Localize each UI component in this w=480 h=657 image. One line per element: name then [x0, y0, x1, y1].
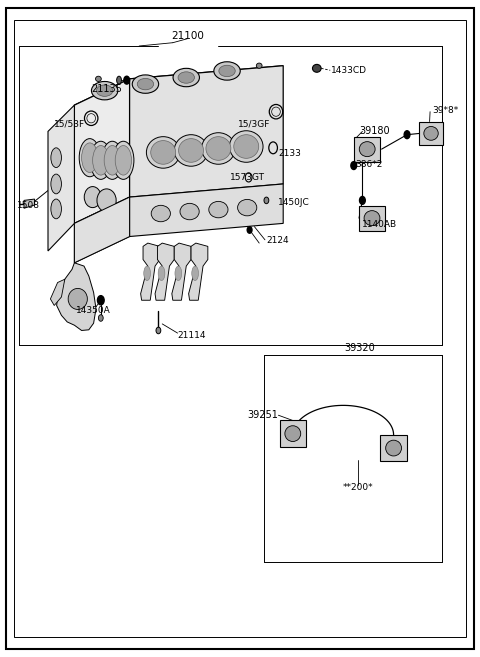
Polygon shape: [130, 66, 283, 197]
Text: 1508: 1508: [17, 201, 40, 210]
Ellipse shape: [264, 197, 269, 204]
Polygon shape: [130, 184, 283, 237]
Text: 39180: 39180: [359, 126, 390, 137]
Ellipse shape: [90, 141, 111, 179]
Ellipse shape: [219, 65, 235, 77]
Circle shape: [124, 76, 130, 84]
Ellipse shape: [93, 146, 109, 175]
Text: 15/3GF: 15/3GF: [238, 119, 271, 128]
Text: 21114: 21114: [178, 330, 206, 340]
Polygon shape: [57, 263, 96, 330]
Ellipse shape: [158, 266, 165, 281]
Text: 39251: 39251: [248, 410, 278, 420]
Ellipse shape: [98, 315, 103, 321]
Ellipse shape: [256, 63, 262, 68]
Ellipse shape: [312, 64, 321, 72]
Ellipse shape: [102, 141, 123, 179]
Ellipse shape: [364, 211, 380, 225]
Ellipse shape: [209, 201, 228, 217]
Ellipse shape: [97, 189, 116, 212]
Text: 2124: 2124: [266, 236, 289, 245]
Ellipse shape: [68, 288, 87, 309]
Ellipse shape: [144, 266, 151, 281]
Ellipse shape: [179, 139, 204, 162]
Polygon shape: [141, 243, 160, 300]
Ellipse shape: [96, 76, 101, 81]
Ellipse shape: [137, 78, 154, 90]
Ellipse shape: [192, 266, 199, 281]
Ellipse shape: [117, 76, 121, 84]
Polygon shape: [380, 435, 407, 461]
Ellipse shape: [173, 68, 200, 87]
Text: 21100: 21100: [171, 31, 204, 41]
Text: 39320: 39320: [345, 343, 375, 353]
Text: 2133: 2133: [278, 148, 301, 158]
Ellipse shape: [51, 174, 61, 194]
Text: 39*8*: 39*8*: [432, 106, 458, 115]
Ellipse shape: [113, 141, 134, 179]
Ellipse shape: [424, 126, 438, 141]
Polygon shape: [24, 199, 35, 208]
Text: 14350A: 14350A: [76, 306, 111, 315]
Text: 1573GT: 1573GT: [230, 173, 265, 182]
Polygon shape: [279, 420, 306, 447]
Ellipse shape: [229, 131, 263, 162]
Ellipse shape: [359, 142, 375, 156]
Polygon shape: [50, 279, 65, 306]
Ellipse shape: [51, 199, 61, 219]
Text: 1140AB: 1140AB: [361, 220, 397, 229]
Ellipse shape: [115, 146, 132, 175]
Ellipse shape: [175, 266, 181, 281]
Ellipse shape: [96, 85, 113, 97]
Ellipse shape: [214, 62, 240, 80]
Polygon shape: [419, 122, 443, 145]
Text: 1450JC: 1450JC: [278, 198, 310, 207]
Ellipse shape: [151, 205, 170, 222]
Ellipse shape: [84, 187, 101, 208]
Polygon shape: [189, 243, 208, 300]
Ellipse shape: [156, 327, 161, 334]
Circle shape: [360, 196, 365, 204]
Polygon shape: [172, 243, 191, 300]
Polygon shape: [74, 197, 130, 263]
Polygon shape: [354, 137, 380, 162]
Ellipse shape: [51, 148, 61, 168]
Circle shape: [351, 162, 357, 170]
Ellipse shape: [238, 200, 257, 215]
Ellipse shape: [91, 81, 118, 100]
Ellipse shape: [82, 143, 98, 173]
Polygon shape: [74, 197, 130, 263]
Ellipse shape: [180, 204, 199, 219]
Text: **200*: **200*: [342, 483, 373, 492]
Circle shape: [97, 296, 104, 305]
Polygon shape: [74, 66, 283, 105]
Ellipse shape: [132, 75, 158, 93]
Ellipse shape: [285, 426, 300, 442]
Ellipse shape: [104, 146, 120, 175]
Polygon shape: [155, 243, 174, 300]
Ellipse shape: [234, 135, 259, 158]
Polygon shape: [359, 206, 385, 231]
Circle shape: [247, 227, 252, 233]
Ellipse shape: [151, 141, 176, 164]
Ellipse shape: [174, 135, 208, 166]
Text: 21135: 21135: [92, 83, 122, 94]
Text: 386*2: 386*2: [355, 160, 383, 169]
Ellipse shape: [385, 440, 401, 456]
Circle shape: [404, 131, 410, 139]
Ellipse shape: [79, 139, 100, 177]
Ellipse shape: [146, 137, 180, 168]
Text: 15/53F: 15/53F: [54, 119, 85, 128]
Polygon shape: [74, 79, 130, 223]
Text: 1433CD: 1433CD: [331, 66, 367, 75]
Ellipse shape: [202, 133, 235, 164]
Ellipse shape: [178, 72, 194, 83]
Polygon shape: [48, 105, 74, 251]
Ellipse shape: [206, 137, 231, 160]
